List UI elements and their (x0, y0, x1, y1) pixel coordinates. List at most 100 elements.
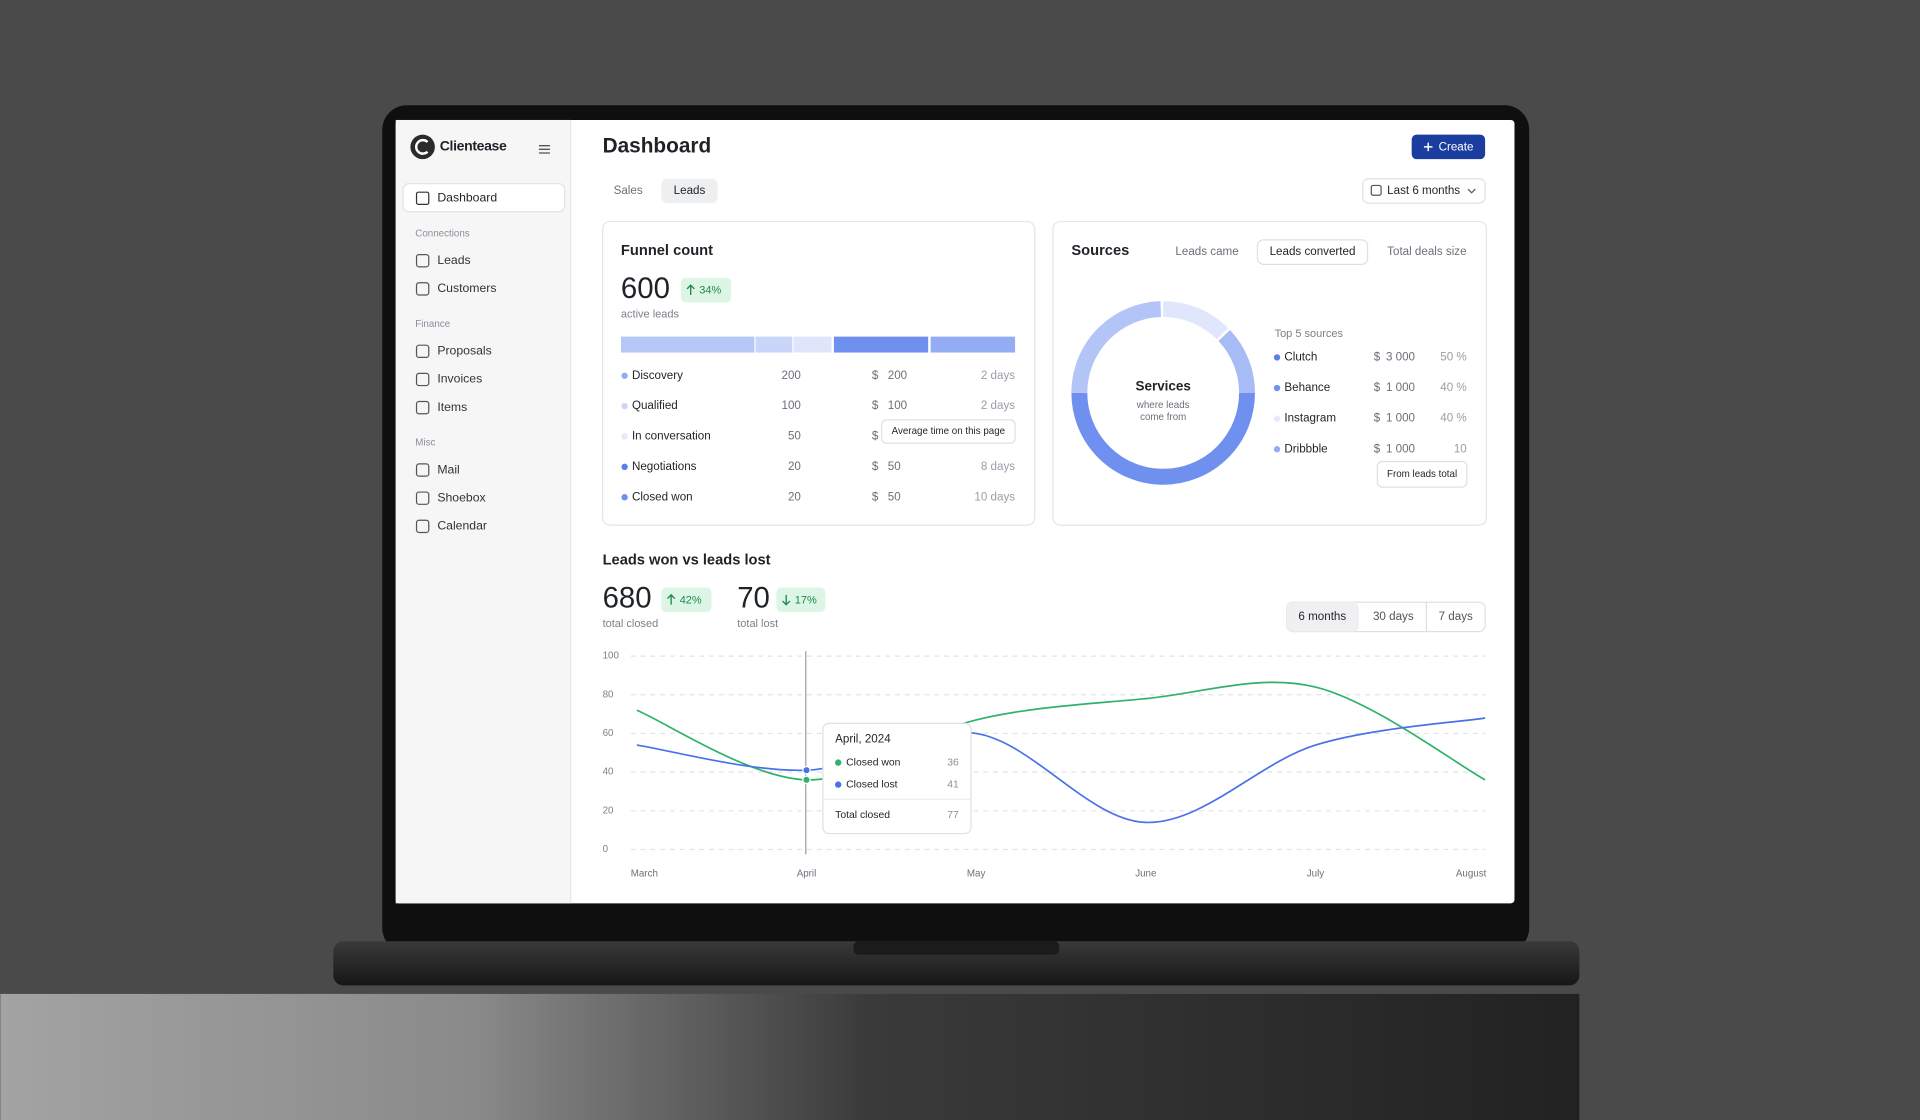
range-option[interactable]: 7 days (1439, 610, 1473, 623)
row-count: 50 (788, 430, 801, 443)
nav-item[interactable]: Mail (437, 462, 459, 476)
tab[interactable]: Total deals size (1387, 245, 1466, 258)
row-share: 40 % (1440, 381, 1466, 394)
donut (1071, 301, 1255, 485)
donut-caption: where leads (1136, 400, 1190, 411)
sources-card (1052, 220, 1487, 526)
arrow-up (666, 593, 676, 605)
brand: Clientease (440, 138, 507, 154)
row-currency: $ (1374, 350, 1381, 363)
tooltip-value: 36 (947, 757, 959, 768)
card-title: Funnel count (621, 243, 713, 259)
tab[interactable]: Leads came (1175, 245, 1238, 258)
row-amount: 50 (888, 460, 901, 473)
legend-dot (1273, 384, 1281, 392)
donut-segment (1071, 392, 1255, 485)
range-option[interactable]: 6 months (1298, 610, 1346, 623)
range-active[interactable] (1286, 602, 1360, 632)
concrete-block (0, 993, 1580, 1120)
tab[interactable]: Sales (614, 184, 643, 197)
hover-point (802, 765, 811, 775)
range-option[interactable]: 30 days (1373, 610, 1414, 623)
tooltip-value: 41 (947, 779, 959, 790)
nav-item[interactable]: Items (437, 400, 467, 414)
nav-item[interactable]: Leads (437, 253, 470, 267)
nav-icon (415, 191, 430, 206)
menu-icon[interactable] (538, 144, 550, 154)
sidebar (395, 119, 571, 904)
row-name: Negotiations (632, 460, 697, 473)
row-name: Closed won (632, 490, 693, 503)
row-time: 2 days (981, 369, 1015, 382)
tooltip (1376, 460, 1468, 488)
nav-item[interactable]: Shoebox (437, 490, 485, 504)
funnel-segment (793, 336, 832, 353)
funnel-segment (620, 336, 755, 353)
create-button[interactable] (1411, 134, 1486, 160)
nav-icon (415, 463, 430, 477)
row-share: 40 % (1440, 412, 1466, 425)
badge-text: 17% (795, 594, 817, 606)
donut-caption: come from (1140, 412, 1186, 423)
period-label[interactable]: Last 6 months (1387, 184, 1460, 197)
funnel-segment (833, 336, 929, 353)
tab[interactable]: Leads converted (1270, 245, 1356, 258)
x-tick-label: March (631, 869, 658, 880)
nav-icon (415, 282, 430, 296)
arrow-down (782, 594, 791, 606)
row-name: Instagram (1284, 412, 1336, 425)
nav-icon (415, 344, 430, 359)
badge (680, 277, 732, 303)
row-currency: $ (872, 490, 879, 503)
tooltip-total: 77 (947, 810, 959, 821)
tooltip-title: April, 2024 (835, 732, 891, 745)
section-title: Leads won vs leads lost (603, 552, 771, 568)
row-currency: $ (1374, 381, 1381, 394)
donut-segment (1218, 330, 1255, 394)
row-amount: 100 (888, 399, 907, 412)
row-share: 10 (1454, 442, 1467, 455)
row-count: 20 (788, 490, 801, 503)
row-amount: 200 (888, 369, 907, 382)
chart-tooltip (822, 722, 972, 835)
calendar-icon (1370, 184, 1382, 196)
legend-entry: Closed lost (846, 779, 898, 790)
series-line (636, 681, 1486, 781)
donut-segment (1071, 301, 1162, 394)
nav-item[interactable]: Calendar (437, 519, 487, 533)
nav-icon (415, 491, 430, 505)
row-amount: 1 000 (1386, 412, 1415, 425)
tab[interactable]: Leads (674, 184, 706, 197)
tab-active[interactable] (661, 178, 718, 204)
row-amount: 1 000 (1386, 381, 1415, 394)
hover-point (802, 775, 811, 785)
period-select[interactable] (1362, 178, 1486, 204)
row-count: 20 (788, 460, 801, 473)
tooltip-total-label: Total closed (835, 810, 890, 821)
caption: total closed (603, 618, 659, 630)
x-tick-label: June (1135, 869, 1156, 880)
nav-icon (415, 400, 430, 415)
tab-active[interactable] (1256, 239, 1369, 266)
nav-item[interactable]: Proposals (437, 344, 491, 358)
nav-item[interactable]: Dashboard (437, 191, 497, 205)
chevron (1467, 188, 1476, 194)
nav-active[interactable] (402, 182, 566, 213)
create-label[interactable]: Create (1439, 141, 1474, 154)
badge-text: 34% (699, 285, 721, 297)
nav-item[interactable]: Customers (437, 281, 496, 295)
logo (410, 134, 435, 160)
legend-dot (621, 494, 628, 501)
x-tick-label: August (1456, 869, 1487, 880)
row-amount: 1 000 (1386, 442, 1415, 455)
badge-text: 42% (680, 594, 702, 606)
legend-dot (621, 372, 628, 379)
donut-segment (1162, 301, 1229, 340)
x-tick-label: July (1307, 869, 1325, 880)
funnel-segment (930, 336, 1016, 353)
nav-item[interactable]: Invoices (437, 372, 482, 386)
y-tick-label: 40 (603, 767, 614, 778)
arrow-up (686, 284, 695, 295)
page-title: Dashboard (603, 134, 712, 157)
plus-icon (1423, 142, 1433, 152)
